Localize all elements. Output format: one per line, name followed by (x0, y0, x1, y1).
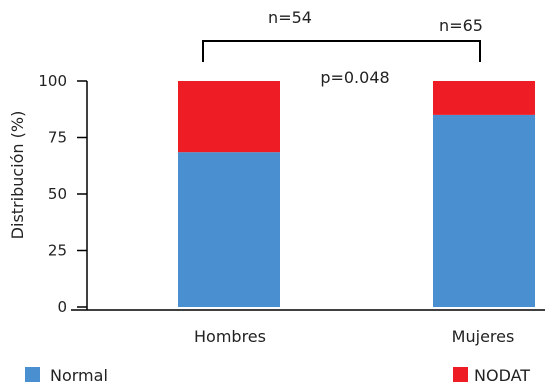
y-axis-label: Distribución (%) (8, 111, 27, 240)
category-label-hombres: Hombres (194, 327, 266, 346)
legend-swatch-nodat (453, 367, 468, 382)
bar-nodat-mujeres (433, 81, 535, 115)
y-tick-label: 50 (48, 185, 67, 203)
y-tick-label: 0 (57, 298, 67, 316)
p-value-label: p=0.048 (320, 68, 389, 87)
significance-bracket (202, 40, 481, 62)
y-tick-label: 100 (38, 72, 67, 90)
bar-nodat-hombres (178, 81, 280, 153)
y-ticks: 0 25 50 75 100 (38, 72, 87, 316)
legend-label-nodat: NODAT (474, 366, 530, 385)
bar-normal-mujeres (433, 114, 535, 308)
legend-label-normal: Normal (50, 366, 108, 385)
y-tick-label: 25 (48, 242, 67, 260)
bar-normal-hombres (178, 152, 280, 307)
y-tick-label: 75 (48, 129, 67, 147)
n-mujeres-label: n=65 (439, 16, 483, 35)
legend-swatch-normal (25, 367, 40, 382)
n-hombres-label: n=54 (268, 8, 312, 27)
category-label-mujeres: Mujeres (452, 327, 515, 346)
bars (178, 81, 535, 308)
